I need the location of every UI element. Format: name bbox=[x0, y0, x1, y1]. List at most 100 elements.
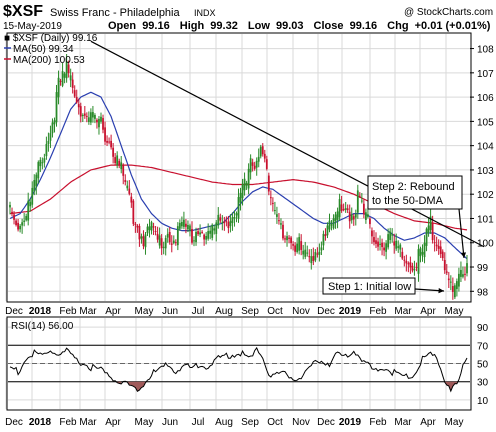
candle-body bbox=[128, 188, 131, 194]
candle-body bbox=[17, 222, 19, 230]
candle-body bbox=[160, 238, 163, 249]
rsi-x-tick-label: Dec bbox=[317, 417, 335, 428]
candle-body bbox=[221, 221, 224, 224]
rsi-x-tick-label: Jul bbox=[192, 417, 205, 428]
y-tick-label: 101 bbox=[477, 214, 494, 225]
candle-body bbox=[142, 236, 145, 247]
candle-body bbox=[201, 231, 204, 233]
candle bbox=[263, 149, 266, 163]
candle bbox=[112, 143, 115, 164]
candle-body bbox=[265, 159, 268, 169]
candle-body bbox=[344, 208, 347, 210]
candle bbox=[33, 174, 36, 196]
candle-body bbox=[261, 146, 264, 155]
candle-body bbox=[197, 231, 199, 235]
candle bbox=[415, 262, 418, 272]
candle-body bbox=[371, 230, 373, 237]
candle-body bbox=[61, 71, 64, 86]
candle-body bbox=[203, 234, 206, 240]
candle-body bbox=[340, 204, 343, 211]
candle-body bbox=[47, 140, 50, 144]
candle-body bbox=[460, 269, 462, 277]
candle bbox=[286, 231, 288, 247]
candle-body bbox=[247, 168, 250, 189]
candle-body bbox=[235, 213, 238, 216]
candle bbox=[352, 213, 355, 226]
candle bbox=[49, 125, 52, 148]
candle-body bbox=[59, 80, 62, 82]
x-tick-label: Sep bbox=[241, 306, 259, 317]
candle bbox=[235, 211, 238, 223]
candle-body bbox=[241, 183, 244, 199]
candle bbox=[413, 260, 416, 276]
candle-body bbox=[431, 222, 434, 241]
candle bbox=[227, 215, 230, 234]
candle bbox=[269, 190, 272, 206]
chg-label: Chg bbox=[387, 20, 408, 32]
candle bbox=[356, 184, 359, 219]
candle bbox=[110, 134, 113, 150]
candle bbox=[83, 105, 86, 119]
candle bbox=[31, 181, 34, 208]
candle-body bbox=[195, 231, 197, 243]
quote-line: Open 99.16 High 99.32 Low 99.03 Close 99… bbox=[108, 20, 491, 32]
candle bbox=[383, 242, 385, 257]
x-tick-label: Mar bbox=[79, 306, 97, 317]
candle bbox=[237, 188, 240, 223]
candle-body bbox=[324, 234, 327, 237]
candle bbox=[251, 158, 254, 172]
candle-body bbox=[346, 208, 349, 211]
rsi-x-tick-label: Feb bbox=[59, 417, 77, 428]
candle bbox=[15, 218, 17, 227]
candle bbox=[160, 234, 163, 255]
candle-body bbox=[29, 201, 32, 207]
candle-body bbox=[397, 246, 400, 248]
candle bbox=[265, 155, 268, 171]
candle-body bbox=[211, 224, 214, 238]
candle bbox=[273, 201, 276, 215]
x-tick-label: May bbox=[135, 306, 154, 317]
candle-body bbox=[120, 162, 123, 169]
x-tick-label: Apr bbox=[105, 306, 121, 317]
candle bbox=[162, 241, 165, 255]
candle bbox=[310, 248, 313, 270]
candle bbox=[369, 216, 371, 229]
candle bbox=[239, 187, 242, 211]
candle bbox=[23, 213, 26, 227]
candle bbox=[168, 227, 171, 245]
x-tick-label: Jul bbox=[192, 306, 205, 317]
candle-body bbox=[433, 242, 436, 244]
candle bbox=[71, 72, 74, 94]
step1-label: Step 1: Initial low bbox=[328, 281, 411, 293]
candle-body bbox=[136, 225, 139, 228]
candle-body bbox=[154, 230, 157, 232]
candle bbox=[231, 212, 234, 231]
open-label: Open bbox=[108, 20, 136, 32]
candle bbox=[439, 240, 442, 259]
x-tick-label: May bbox=[445, 306, 464, 317]
candle bbox=[207, 223, 210, 241]
candle-body bbox=[417, 249, 420, 274]
candle-body bbox=[75, 97, 78, 103]
candle-body bbox=[183, 219, 185, 227]
candle bbox=[41, 157, 44, 170]
candle bbox=[320, 241, 323, 256]
candle-body bbox=[255, 160, 258, 168]
rsi-line bbox=[9, 346, 468, 393]
candle bbox=[433, 234, 436, 252]
candle-body bbox=[316, 253, 319, 255]
candle-body bbox=[362, 203, 365, 215]
candle bbox=[377, 237, 379, 251]
candle bbox=[233, 210, 236, 227]
candle-body bbox=[443, 259, 446, 271]
candle-body bbox=[108, 141, 110, 143]
rsi-y-tick-label: 50 bbox=[477, 360, 489, 371]
candle bbox=[120, 155, 123, 174]
candle-body bbox=[19, 225, 22, 230]
candle bbox=[385, 240, 388, 260]
candle bbox=[330, 220, 333, 231]
candle-body bbox=[249, 158, 252, 173]
candle bbox=[395, 233, 398, 251]
candle bbox=[308, 249, 311, 263]
candle-body bbox=[245, 182, 248, 186]
